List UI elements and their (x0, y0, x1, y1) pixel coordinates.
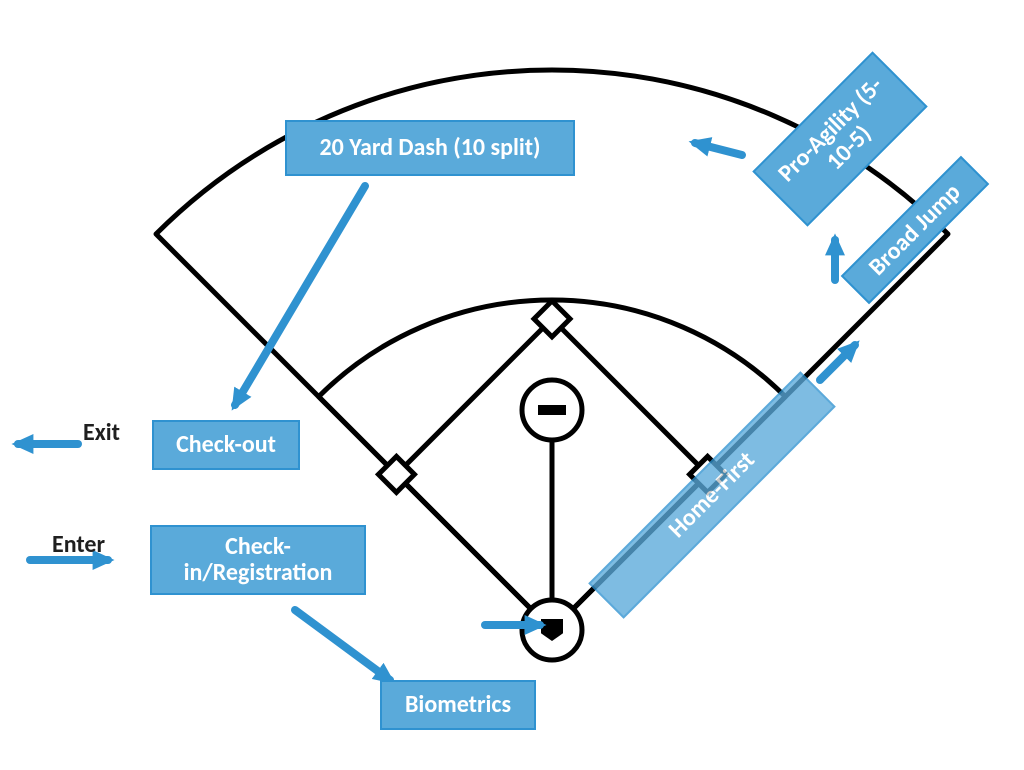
label-exit: Exit (83, 418, 120, 447)
box-label: Check-in/Registration (158, 534, 358, 587)
label-text: Exit (83, 418, 120, 447)
checkin-to-bio (295, 610, 390, 680)
box-biometrics: Biometrics (380, 680, 536, 730)
box-check-in: Check-in/Registration (150, 525, 366, 595)
label-enter: Enter (52, 530, 105, 559)
diagram-stage: 20 Yard Dash (10 split) Pro-Agility (5-1… (0, 0, 1024, 770)
box-label: 20 Yard Dash (10 split) (319, 135, 540, 161)
box-check-out: Check-out (152, 420, 300, 470)
box-20-yard-dash: 20 Yard Dash (10 split) (285, 120, 575, 176)
box-label: Check-out (176, 432, 276, 458)
box-label: Biometrics (405, 692, 511, 718)
label-text: Enter (52, 530, 105, 559)
